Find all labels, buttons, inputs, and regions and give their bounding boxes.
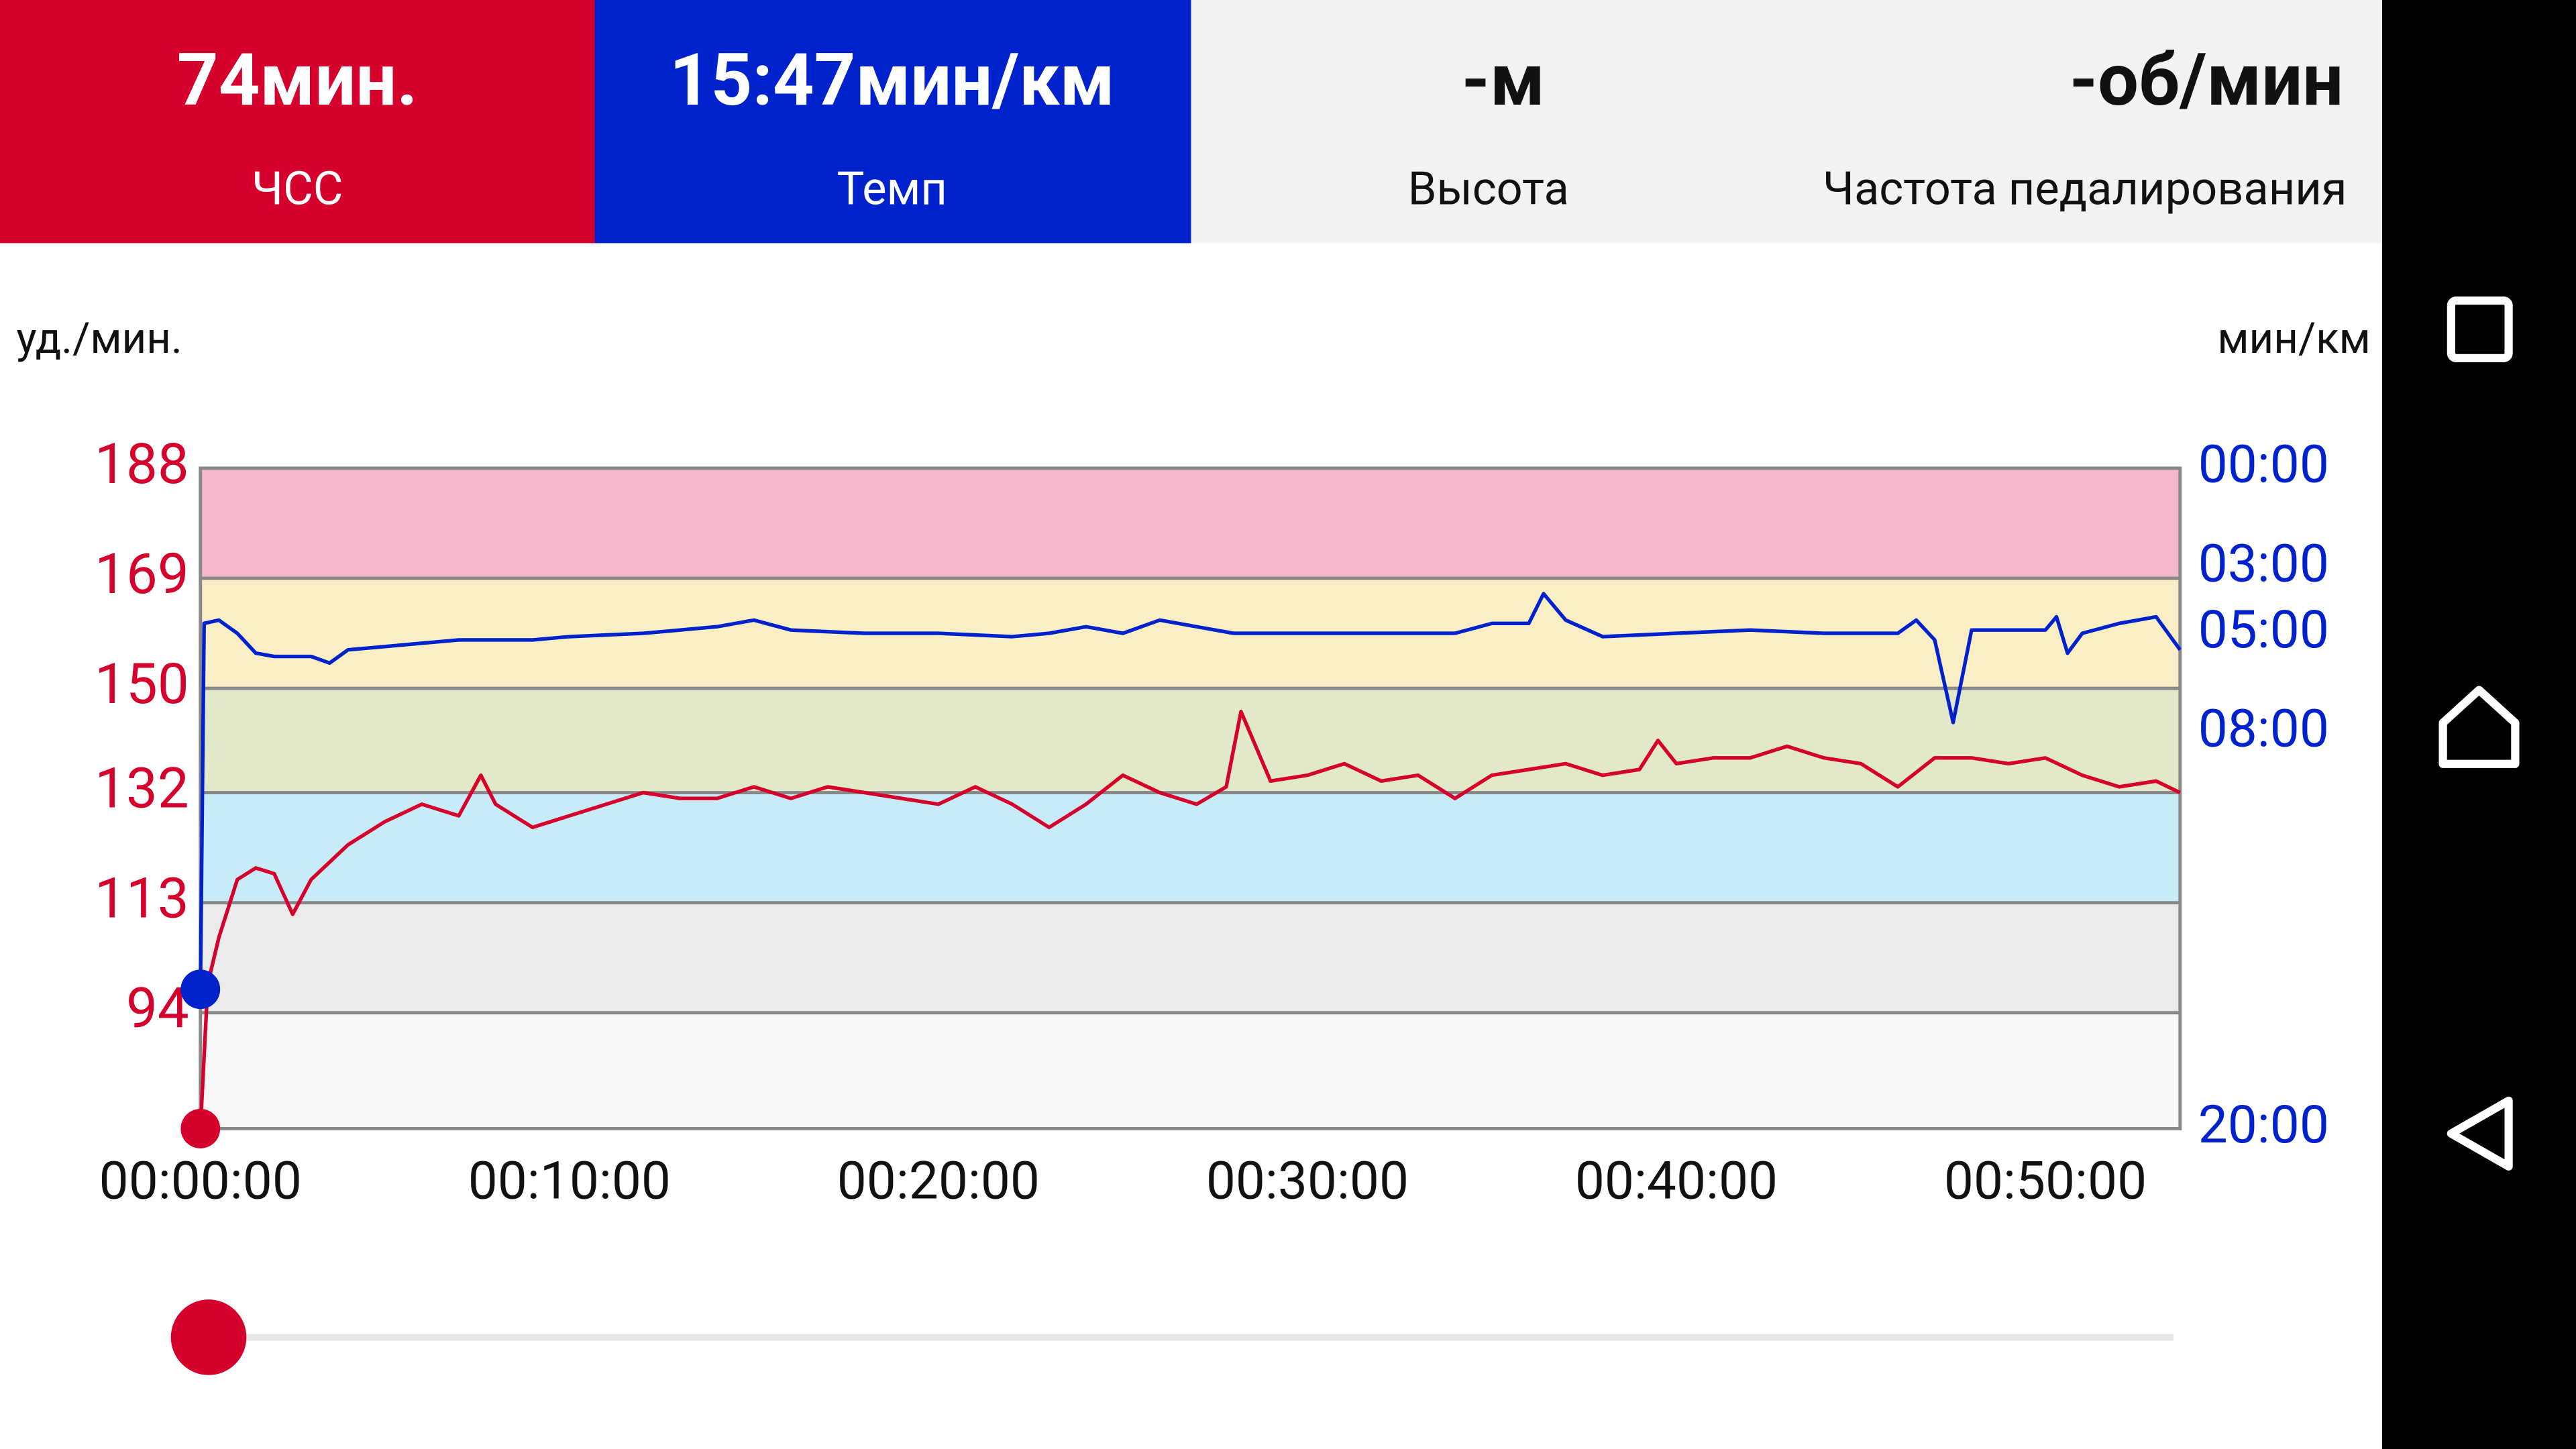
tile-label: Частота педалирования (1823, 162, 2347, 216)
y-tick-label: 94 (126, 977, 189, 1042)
zone-band (200, 688, 2180, 793)
slider-knob[interactable] (170, 1299, 247, 1375)
y2-tick-label: 20:00 (2198, 1094, 2329, 1156)
y-tick-label: 150 (95, 652, 189, 717)
y-axis-title: уд./мин. (16, 313, 182, 364)
nav-bar-bg (2382, 0, 2576, 1449)
y2-tick-label: 08:00 (2198, 698, 2329, 759)
y-tick-label: 132 (95, 757, 189, 822)
recents-button[interactable] (2447, 297, 2513, 362)
tile-label: Высота (1408, 162, 1569, 216)
nav-bar (2382, 0, 2576, 1449)
tile-value: -об/мин (2070, 38, 2344, 123)
zone-band (200, 902, 2180, 1013)
y-tick-label: 169 (95, 542, 189, 607)
y-tick-label: 113 (95, 867, 189, 932)
cursor-dot (180, 1109, 221, 1148)
plot-border (199, 466, 2182, 1130)
series-line (199, 709, 2181, 1129)
tile-label: ЧСС (252, 162, 343, 216)
y2-tick-label: 03:00 (2198, 533, 2329, 594)
zone-band (200, 1012, 2180, 1129)
y2-tick-label: 05:00 (2198, 599, 2329, 661)
tile-value: 15:47мин/км (669, 38, 1115, 123)
home-button[interactable] (2438, 686, 2520, 768)
x-tick-label: 00:10:00 (468, 1150, 671, 1212)
x-tick-label: 00:40:00 (1575, 1150, 1778, 1212)
back-button[interactable] (2447, 1096, 2513, 1171)
tile-value: 74мин. (177, 38, 418, 123)
header-tiles: 74мин. ЧСС 15:47мин/км Темп -м Высота -об/мин Ч… (0, 0, 2383, 244)
tile (1786, 0, 2383, 244)
x-tick-label: 00:00:00 (99, 1150, 302, 1212)
y2-tick-label: 00:00 (2198, 434, 2329, 496)
x-tick-label: 00:20:00 (837, 1150, 1040, 1212)
cursor-dot (180, 969, 221, 1010)
slider[interactable] (170, 1299, 2174, 1375)
tile (1191, 0, 1786, 244)
series-line (199, 592, 2182, 989)
x-tick-label: 00:30:00 (1206, 1150, 1409, 1212)
zone-band (200, 468, 2180, 579)
tile (0, 0, 595, 244)
y2-axis-title: мин/км (2217, 313, 2371, 364)
tile (594, 0, 1191, 244)
x-tick-label: 00:50:00 (1944, 1150, 2147, 1212)
y-tick-label: 188 (95, 432, 189, 497)
zone-band (200, 792, 2180, 903)
tile-label: Темп (837, 162, 947, 216)
tile-value: -м (1462, 38, 1545, 123)
